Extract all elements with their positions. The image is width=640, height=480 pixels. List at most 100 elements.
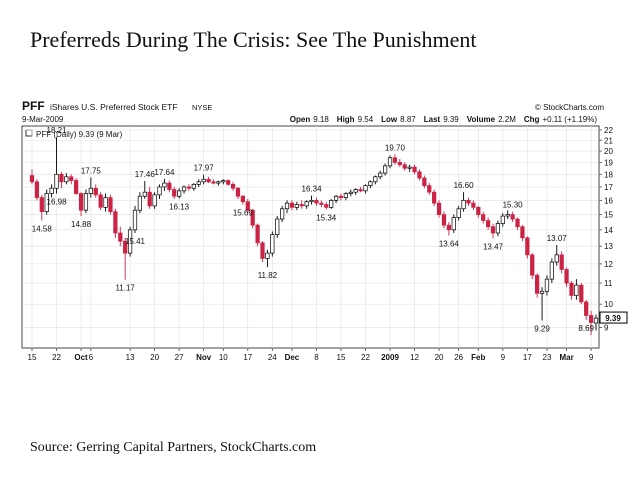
candle-body xyxy=(569,282,574,296)
volume-value: 2.2M xyxy=(498,115,516,124)
candle-body xyxy=(270,234,275,254)
candle-body xyxy=(147,191,152,207)
last-price-tag: 9.39 xyxy=(599,311,628,324)
candle-body xyxy=(191,184,196,189)
candle-body xyxy=(485,220,491,228)
x-tick-label: 15 xyxy=(28,353,37,362)
candle-body xyxy=(544,278,550,292)
candle-body xyxy=(206,178,211,183)
y-tick-label: 20 xyxy=(604,147,613,156)
candle-body xyxy=(29,175,35,183)
candle-body xyxy=(549,261,554,280)
open-label: Open xyxy=(290,115,311,124)
y-tick-label: 18 xyxy=(604,170,613,179)
x-tick-label: 10 xyxy=(219,353,228,362)
candle-body xyxy=(466,199,471,204)
gridlines xyxy=(22,126,599,348)
plot-frame xyxy=(21,125,600,349)
candle-body xyxy=(348,191,353,194)
y-tick-label: 21 xyxy=(604,136,613,145)
candle-body xyxy=(387,157,393,167)
price-label: 13.64 xyxy=(439,240,460,249)
candle-body xyxy=(525,237,530,256)
brand: © StockCharts.com xyxy=(535,103,604,112)
x-tick-label: 6 xyxy=(89,353,94,362)
price-label: 16.60 xyxy=(454,181,475,190)
price-label: 8.69 xyxy=(578,324,594,333)
exchange: NYSE xyxy=(192,103,212,112)
chart-date: 9-Mar-2009 xyxy=(22,115,64,124)
candle-body xyxy=(299,204,304,207)
source-note: Source: Gerring Capital Partners, StockC… xyxy=(30,440,317,455)
candle-body xyxy=(211,181,216,184)
candle-body xyxy=(78,193,84,211)
candle-body xyxy=(427,185,432,193)
candle-body xyxy=(181,186,187,192)
candle-body xyxy=(221,180,226,183)
low-label: Low xyxy=(381,115,398,124)
y-tick-label: 14 xyxy=(604,226,613,235)
x-tick-label: Feb xyxy=(471,353,485,362)
x-tick-label: 23 xyxy=(543,353,552,362)
x-tick-label: 27 xyxy=(175,353,184,362)
price-label: 15.69 xyxy=(233,209,254,218)
candle-body xyxy=(186,186,192,189)
y-tick-label: 16 xyxy=(604,196,613,205)
candle-body xyxy=(495,223,501,234)
candle-body xyxy=(397,162,402,166)
price-label: 15.30 xyxy=(503,201,524,210)
candle-body xyxy=(230,184,236,189)
candle-body xyxy=(103,197,108,208)
x-tick-label: 17 xyxy=(243,353,252,362)
candle-body xyxy=(481,214,486,221)
candle-body xyxy=(593,317,599,324)
candle-body xyxy=(412,166,417,173)
candle-body xyxy=(584,301,589,316)
candle-body xyxy=(98,194,103,208)
price-label: 14.88 xyxy=(71,220,92,229)
slide-title: Preferreds During The Crisis: See The Pu… xyxy=(30,27,477,52)
x-tick-label: 20 xyxy=(150,353,159,362)
x-tick-label: 12 xyxy=(410,353,419,362)
candle-body xyxy=(329,199,334,208)
x-axis: 15 22 Oct 6 13 20 27 Nov 10 17 24 Dec 8 15 22 2009 12 20 2… xyxy=(28,348,594,362)
x-tick-label: Nov xyxy=(196,353,212,362)
price-label: 17.46 xyxy=(135,170,156,179)
x-tick-label: 20 xyxy=(435,353,444,362)
price-label: 16.98 xyxy=(47,198,68,207)
candle-body xyxy=(88,187,93,194)
price-label: 11.82 xyxy=(258,271,278,280)
y-tick-label: 9 xyxy=(604,323,609,332)
candle-body xyxy=(422,177,427,186)
candle-body xyxy=(240,195,246,203)
candle-body xyxy=(152,194,157,207)
price-label: 13.47 xyxy=(483,242,504,251)
candle-body xyxy=(245,201,250,211)
x-tick-label: 24 xyxy=(268,353,277,362)
last-label: Last xyxy=(424,115,441,124)
candle-body xyxy=(333,195,339,201)
candle-body xyxy=(44,193,49,213)
candle-body xyxy=(559,254,564,270)
candle-body xyxy=(490,226,496,234)
candle-body xyxy=(177,190,182,197)
candle-body xyxy=(123,240,128,254)
candle-body xyxy=(167,182,172,190)
x-tick-label: 22 xyxy=(361,353,370,362)
x-tick-label: 9 xyxy=(589,353,594,362)
last-price-value: 9.39 xyxy=(605,314,621,323)
chg-label: Chg xyxy=(524,115,540,124)
candle-body xyxy=(476,206,481,215)
price-label: 16.13 xyxy=(169,203,190,212)
x-tick-label: 26 xyxy=(454,353,463,362)
candle-body xyxy=(157,186,162,196)
candle-body xyxy=(510,214,515,220)
candle-body xyxy=(353,189,358,193)
candle-body xyxy=(54,173,59,189)
candle-body xyxy=(378,172,383,178)
candle-body xyxy=(446,224,451,231)
y-tick-label: 10 xyxy=(604,300,613,309)
candle-body xyxy=(83,193,89,211)
candle-body xyxy=(162,182,167,188)
